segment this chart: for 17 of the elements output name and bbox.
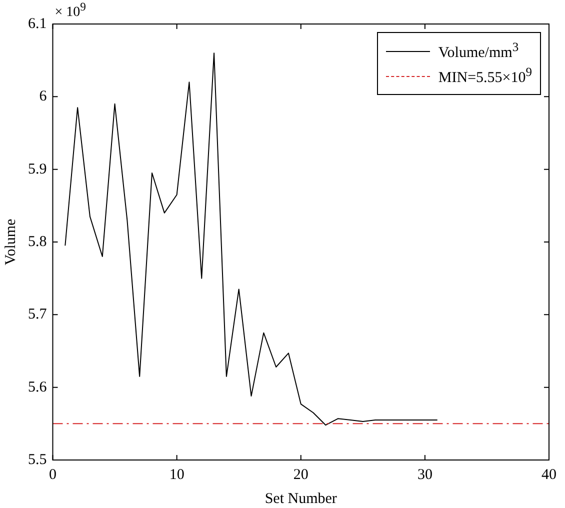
x-axis-title: Set Number [264,490,337,507]
y-tick-label: 5.8 [28,234,47,250]
x-tick-label: 40 [542,466,556,483]
x-tick-label: 10 [169,466,184,483]
text: × 10$^{9}$ [54,0,86,20]
y-tick-label: 5.5 [28,452,47,468]
legend-label: Volume/mm$^{3}$ [438,40,519,62]
x-tick-label: 20 [293,466,308,483]
legend-label: MIN=5.55×10$^{9}$ [438,65,532,87]
y-tick-label: 6 [39,88,48,105]
x-tick-label: 30 [417,466,432,483]
x-tick-label: 0 [49,466,56,483]
y-tick-label: 5.6 [28,379,48,396]
y-axis-title: Volume [2,218,19,266]
y-tick-label: 5.7 [28,306,48,323]
y-tick-label: 6.1 [28,16,47,32]
y-tick-label: 5.9 [28,161,47,178]
